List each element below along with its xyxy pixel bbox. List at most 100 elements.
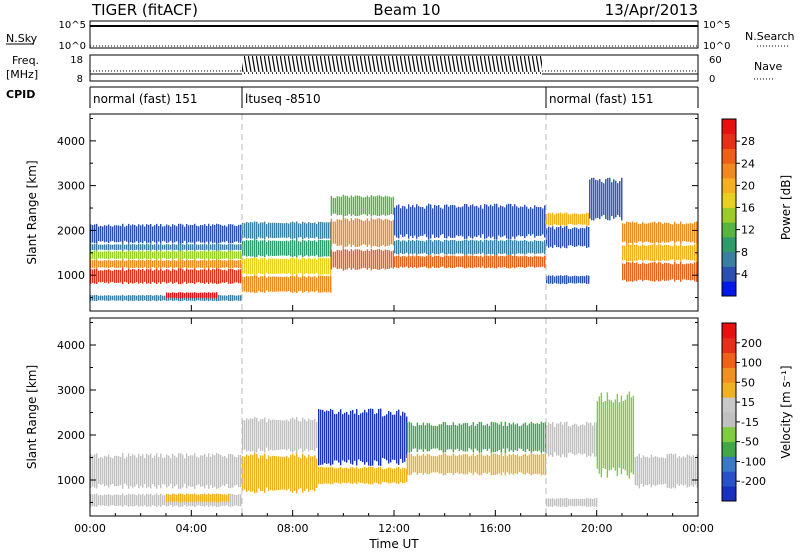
- range-gate-cell: [336, 468, 338, 483]
- range-gate-cell: [486, 255, 488, 269]
- range-gate-cell: [670, 245, 672, 260]
- range-gate-cell: [306, 277, 308, 292]
- range-gate-cell: [676, 223, 678, 242]
- range-gate-cell: [96, 453, 98, 489]
- range-gate-cell: [162, 295, 164, 301]
- range-gate-cell: [150, 493, 152, 507]
- range-gate-cell: [352, 409, 354, 465]
- colorbar-tick-label: -100: [741, 455, 766, 468]
- range-gate-cell: [472, 204, 474, 239]
- range-gate-cell: [210, 270, 212, 283]
- range-gate-cell: [298, 457, 300, 490]
- range-gate-cell: [500, 453, 503, 476]
- range-gate-cell: [638, 245, 640, 260]
- range-gate-cell: [124, 251, 126, 259]
- range-gate-cell: [680, 261, 682, 282]
- range-gate-cell: [174, 269, 176, 283]
- range-gate-cell: [308, 257, 310, 275]
- range-gate-cell: [560, 212, 562, 226]
- range-gate-cell: [200, 494, 202, 502]
- range-gate-cell: [196, 456, 198, 486]
- range-gate-cell: [218, 259, 220, 269]
- range-gate-cell: [312, 240, 314, 256]
- range-gate-cell: [212, 244, 214, 251]
- range-gate-cell: [628, 391, 631, 479]
- range-gate-cell: [588, 275, 590, 284]
- range-gate-cell: [522, 206, 524, 237]
- range-gate-cell: [208, 259, 210, 269]
- range-gate-cell: [138, 295, 140, 301]
- data-region: [330, 217, 395, 249]
- data-region: [166, 292, 218, 299]
- range-gate-cell: [318, 257, 320, 275]
- range-gate-cell: [230, 493, 232, 507]
- range-gate-cell: [250, 222, 252, 239]
- range-gate-cell: [630, 262, 632, 282]
- range-gate-cell: [170, 260, 172, 268]
- range-gate-cell: [426, 454, 429, 475]
- range-gate-cell: [392, 196, 395, 215]
- range-gate-cell: [576, 227, 578, 247]
- range-gate-cell: [666, 263, 668, 281]
- range-gate-cell: [198, 226, 200, 242]
- range-gate-cell: [640, 245, 642, 260]
- range-gate-cell: [354, 468, 356, 483]
- range-gate-cell: [620, 395, 623, 475]
- range-gate-cell: [386, 219, 389, 246]
- range-gate-cell: [656, 456, 659, 486]
- range-gate-cell: [204, 250, 206, 260]
- range-gate-cell: [92, 455, 94, 487]
- range-gate-cell: [298, 241, 300, 256]
- range-gate-cell: [296, 257, 298, 276]
- range-gate-cell: [456, 207, 458, 236]
- x-tick-label: 16:00: [479, 522, 511, 535]
- range-gate-cell: [536, 423, 539, 452]
- range-gate-cell: [144, 226, 146, 242]
- range-gate-cell: [246, 257, 248, 275]
- colorbar-cell: [722, 281, 736, 297]
- range-gate-cell: [520, 425, 523, 449]
- range-gate-cell: [488, 456, 491, 473]
- range-gate-cell: [150, 294, 152, 302]
- range-gate-cell: [270, 258, 272, 274]
- range-gate-cell: [624, 399, 627, 471]
- range-gate-cell: [462, 240, 464, 254]
- range-gate-cell: [160, 268, 162, 284]
- range-gate-cell: [92, 260, 94, 268]
- range-gate-cell: [542, 256, 544, 267]
- range-gate-cell: [194, 268, 196, 285]
- data-region: [394, 203, 546, 240]
- range-gate-cell: [390, 412, 392, 463]
- range-gate-cell: [202, 260, 204, 268]
- range-gate-cell: [130, 456, 132, 486]
- range-gate-cell: [580, 498, 582, 507]
- cpid-segment-label: ltuseq -8510: [245, 92, 321, 106]
- range-gate-cell: [496, 203, 498, 240]
- range-gate-cell: [324, 240, 326, 257]
- range-gate-cell: [386, 250, 389, 269]
- range-gate-cell: [208, 493, 210, 503]
- range-gate-cell: [246, 418, 248, 452]
- range-gate-cell: [312, 223, 314, 238]
- range-gate-cell: [122, 294, 124, 302]
- range-gate-cell: [396, 255, 398, 268]
- range-gate-cell: [678, 223, 680, 242]
- range-gate-cell: [426, 240, 428, 255]
- range-gate-cell: [186, 250, 188, 260]
- range-gate-cell: [618, 402, 621, 468]
- range-gate-cell: [164, 295, 166, 301]
- range-gate-cell: [252, 258, 254, 275]
- range-gate-cell: [514, 424, 517, 451]
- range-gate-cell: [266, 422, 268, 448]
- range-gate-cell: [264, 453, 266, 494]
- range-gate-cell: [428, 423, 431, 452]
- range-gate-cell: [218, 493, 220, 503]
- nsearch-tick-top: 10^5: [703, 20, 730, 31]
- range-gate-cell: [174, 225, 176, 243]
- nave-label: Nave: [754, 60, 782, 73]
- range-gate-cell: [368, 408, 370, 466]
- range-gate-cell: [216, 453, 218, 489]
- range-gate-cell: [314, 418, 316, 452]
- range-gate-cell: [128, 223, 130, 244]
- range-gate-cell: [452, 239, 454, 255]
